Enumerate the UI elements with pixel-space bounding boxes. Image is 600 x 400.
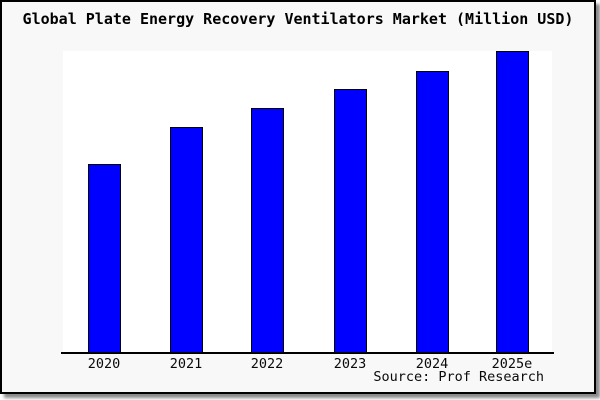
x-tick-label-2025e: 2025e	[491, 356, 533, 372]
chart-title: Global Plate Energy Recovery Ventilators…	[22, 10, 574, 28]
bar-2023	[334, 89, 367, 353]
x-tick-label-2023: 2023	[333, 356, 367, 372]
bar-2021	[170, 127, 203, 353]
plot-area	[63, 51, 552, 353]
bar-2025e	[496, 51, 529, 353]
source-credit: Source: Prof Research	[373, 369, 544, 385]
chart-frame: Global Plate Energy Recovery Ventilators…	[0, 0, 596, 394]
bar-2024	[416, 71, 449, 353]
x-tick-label-2024: 2024	[415, 356, 449, 372]
x-axis-line	[61, 352, 554, 354]
x-tick-label-2021: 2021	[169, 356, 203, 372]
bar-2020	[88, 164, 121, 353]
bar-2022	[251, 108, 284, 353]
x-tick-label-2020: 2020	[87, 356, 121, 372]
x-tick-label-2022: 2022	[250, 356, 284, 372]
